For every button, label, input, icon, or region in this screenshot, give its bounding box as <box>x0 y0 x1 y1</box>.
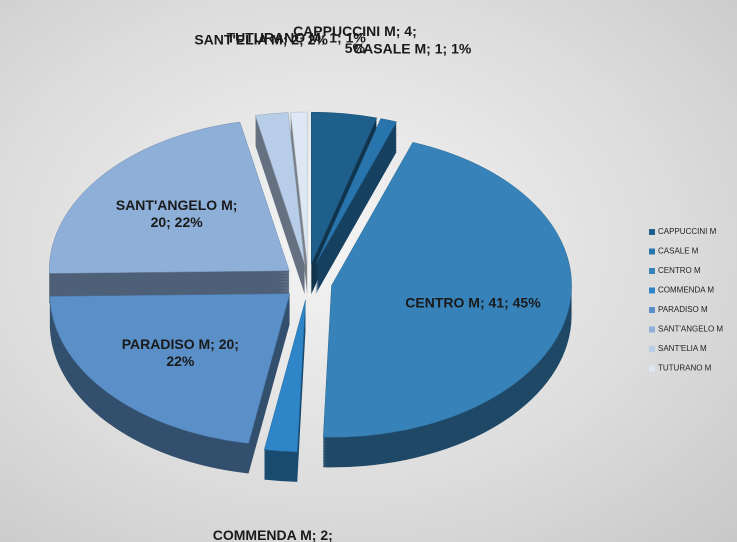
data-label: TUTURANO M; 1; 1% <box>226 29 366 46</box>
legend-label: PARADISO M <box>658 305 708 314</box>
data-label: SANT'ANGELO M; 20; 22% <box>115 196 238 230</box>
legend-swatch <box>649 229 655 235</box>
legend-label: SANT'ELIA M <box>658 344 707 353</box>
legend-label: CENTRO M <box>658 266 701 275</box>
data-label: CAPPUCCINI M; 4; 5% <box>293 23 417 57</box>
data-label: CENTRO M; 41; 45% <box>405 294 541 311</box>
data-label: SANT'ELIA M; 2; 2% <box>194 31 328 48</box>
legend-swatch <box>649 346 655 352</box>
slice <box>290 111 308 265</box>
slice <box>49 293 291 444</box>
data-label: PARADISO M; 20; 22% <box>121 335 239 369</box>
slice-side <box>315 120 397 295</box>
slice <box>49 121 290 274</box>
legend-label: COMMENDA M <box>658 286 714 295</box>
slice <box>323 142 572 438</box>
legend-swatch <box>649 287 655 294</box>
slice <box>315 118 397 265</box>
legend-swatch <box>649 248 655 255</box>
data-label: CASALE M; 1; 1% <box>353 40 472 57</box>
slice <box>263 299 306 453</box>
slice <box>255 112 305 265</box>
legend-label: SANT'ANGELO M <box>658 325 723 334</box>
slice <box>311 111 378 265</box>
legend-label: CAPPUCCINI M <box>658 227 717 236</box>
legend-swatch <box>649 307 655 313</box>
legend-swatch <box>649 326 655 333</box>
legend-label: CASALE M <box>658 247 699 256</box>
data-label: COMMENDA M; 2; 2% <box>212 527 333 542</box>
legend-swatch <box>649 365 655 372</box>
legend-swatch <box>649 268 655 274</box>
legend-label: TUTURANO M <box>658 364 712 373</box>
